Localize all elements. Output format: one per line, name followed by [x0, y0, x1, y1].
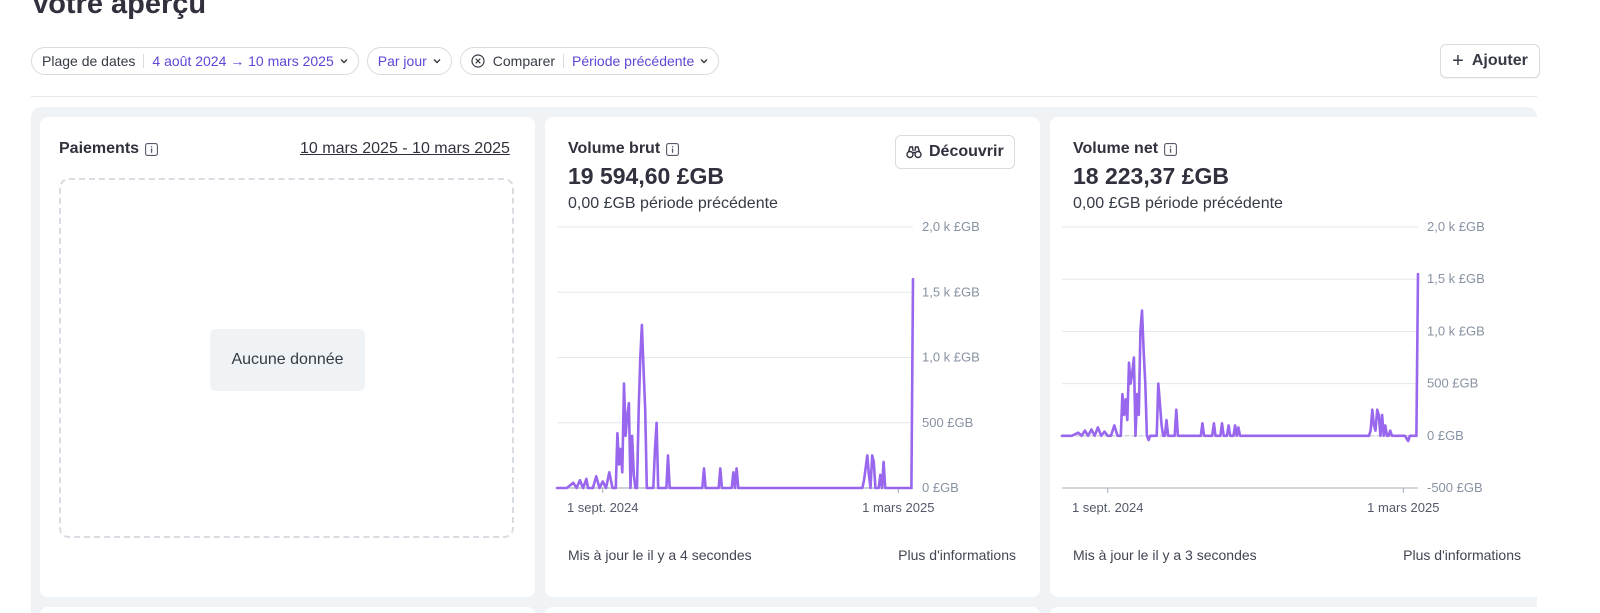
date-range-label: Plage de dates — [42, 53, 136, 69]
next-row-card — [545, 607, 1040, 613]
gross-volume-title-row: Volume brut — [568, 140, 680, 158]
divider — [31, 96, 1537, 97]
net-volume-value: 18 223,37 £GB — [1073, 163, 1230, 189]
circle-x-icon[interactable] — [471, 54, 485, 68]
gross-volume-updated: Mis à jour le il y a 4 secondes — [568, 547, 752, 563]
info-icon[interactable] — [145, 142, 158, 156]
gross-volume-title: Volume brut — [568, 140, 661, 157]
chevron-down-icon — [433, 57, 441, 65]
date-range-value: 4 août 2024 → 10 mars 2025 — [152, 53, 334, 69]
gross-volume-previous: 0,00 £GB période précédente — [568, 195, 778, 212]
gross-volume-chart: 0 £GB 500 £GB 1,0 k £GB 1,5 k £GB 2,0 k £GB 1… — [555, 219, 980, 515]
y-tick-label: 2,0 k £GB — [1427, 219, 1485, 234]
payments-title-row: Paiements — [59, 140, 158, 158]
y-tick-label: 500 £GB — [922, 415, 973, 430]
pill-separator — [563, 54, 565, 68]
empty-state-label: Aucune donnée — [210, 329, 365, 391]
plus-icon: + — [1452, 50, 1464, 72]
y-tick-label: 500 £GB — [1427, 376, 1478, 391]
net-volume-title: Volume net — [1073, 140, 1159, 157]
net-volume-title-row: Volume net — [1073, 140, 1177, 158]
y-tick-label: 0 £GB — [922, 480, 959, 495]
binoculars-icon — [906, 145, 922, 159]
add-button-label: Ajouter — [1471, 52, 1528, 69]
next-row-card — [40, 607, 535, 613]
page-title: Votre aperçu — [31, 0, 207, 20]
net-volume-more-info-link[interactable]: Plus d'informations — [1403, 547, 1521, 563]
y-tick-label: 0 £GB — [1427, 428, 1464, 443]
interval-filter[interactable]: Par jour — [366, 47, 452, 75]
empty-state-box — [59, 178, 514, 538]
add-button[interactable]: + Ajouter — [1440, 44, 1540, 78]
payments-title: Paiements — [59, 140, 140, 157]
info-icon[interactable] — [666, 142, 680, 156]
date-range-filter[interactable]: Plage de dates 4 août 2024 → 10 mars 202… — [31, 47, 359, 75]
gross-volume-value: 19 594,60 £GB — [568, 163, 725, 189]
info-icon[interactable] — [1164, 142, 1177, 156]
discover-button-label: Découvrir — [929, 143, 1004, 160]
y-tick-label: 1,5 k £GB — [922, 284, 980, 299]
next-row-card — [1050, 607, 1545, 613]
net-volume-card: Volume net 18 223,37 £GB 0,00 £GB périod… — [1050, 117, 1545, 597]
series-line — [555, 277, 915, 490]
y-tick-label: 1,5 k £GB — [1427, 271, 1485, 286]
y-tick-label: -500 £GB — [1427, 480, 1483, 495]
chevron-down-icon — [700, 57, 708, 65]
x-tick-label: 1 mars 2025 — [862, 500, 934, 515]
y-tick-label: 1,0 k £GB — [1427, 323, 1485, 338]
net-volume-updated: Mis à jour le il y a 3 secondes — [1073, 547, 1257, 563]
chevron-down-icon — [340, 57, 348, 65]
compare-value: Période précédente — [572, 53, 695, 69]
discover-button[interactable]: Découvrir — [895, 135, 1015, 169]
x-tick-label: 1 sept. 2024 — [1072, 500, 1144, 515]
y-tick-label: 1,0 k £GB — [922, 350, 980, 365]
series-line — [1060, 272, 1420, 443]
payments-card: Paiements 10 mars 2025 - 10 mars 2025 Au… — [40, 117, 535, 597]
filter-bar: Plage de dates 4 août 2024 → 10 mars 202… — [31, 47, 720, 75]
net-volume-chart: -500 £GB 0 £GB 500 £GB 1,0 k £GB 1,5 k £GB 2,… — [1060, 219, 1485, 515]
x-tick-label: 1 mars 2025 — [1367, 500, 1439, 515]
pill-separator — [143, 54, 145, 68]
x-tick-label: 1 sept. 2024 — [567, 500, 639, 515]
compare-filter[interactable]: Comparer Période précédente — [459, 47, 720, 75]
y-tick-label: 2,0 k £GB — [922, 219, 980, 234]
gross-volume-more-info-link[interactable]: Plus d'informations — [898, 547, 1016, 563]
net-volume-previous: 0,00 £GB période précédente — [1073, 195, 1283, 212]
interval-value: Par jour — [377, 53, 427, 69]
gross-volume-card: Volume brut Découvrir 19 594,60 £GB 0,00… — [545, 117, 1040, 597]
payments-date-range-link[interactable]: 10 mars 2025 - 10 mars 2025 — [300, 140, 510, 157]
compare-label: Comparer — [492, 53, 556, 69]
